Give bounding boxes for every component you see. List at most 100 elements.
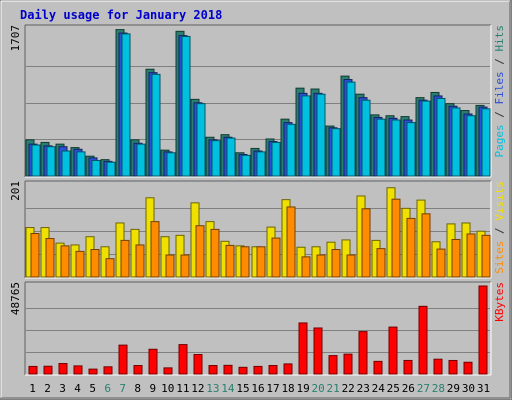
- bar-pages-day-9: [151, 73, 161, 177]
- bar-pages-day-27: [421, 100, 431, 177]
- x-tick-label: 22: [342, 382, 355, 395]
- series-legend: KBytes: [493, 282, 506, 322]
- legend-label: Hits: [493, 25, 506, 52]
- bar-sites-day-12: [195, 225, 205, 278]
- panel-background: [25, 282, 491, 375]
- bar-sites-day-29: [451, 238, 461, 278]
- chart-title: Daily usage for January 2018: [20, 8, 222, 22]
- bar-pages-day-18: [286, 123, 296, 177]
- bar-kbytes-day-29: [448, 359, 458, 375]
- bar-kbytes-day-15: [238, 366, 248, 375]
- bar-sites-day-2: [45, 238, 55, 278]
- legend-label: KBytes: [493, 282, 506, 322]
- x-axis-labels: 1 2 3 4 5 6 7 8 9 10 11 12 13 14 15 16 17 18 19 20 21 22 23 24 2…: [29, 382, 490, 395]
- y-max-label: 48765: [9, 282, 22, 315]
- bar-pages-day-13: [211, 140, 221, 177]
- bar-pages-day-7: [121, 33, 131, 177]
- panel-hits: 1707 Pages / Files / Hits: [9, 24, 506, 178]
- bar-sites-day-24: [376, 248, 386, 278]
- x-tick-label: 15: [236, 382, 249, 395]
- bar-kbytes-day-23: [358, 331, 368, 375]
- bar-kbytes-day-7: [118, 344, 128, 375]
- bar-kbytes-day-1: [28, 365, 38, 375]
- series-legend: Sites / Visits: [493, 181, 506, 274]
- bar-sites-day-5: [90, 249, 100, 278]
- y-max-label: 1707: [9, 25, 22, 52]
- bar-kbytes-day-22: [343, 353, 353, 375]
- x-tick-label: 19: [296, 382, 309, 395]
- x-tick-label: 26: [402, 382, 415, 395]
- bar-kbytes-day-8: [133, 365, 143, 375]
- bar-pages-day-22: [346, 81, 356, 177]
- bar-sites-day-31: [481, 234, 491, 278]
- bar-kbytes-day-18: [283, 363, 293, 375]
- x-tick-label: 11: [176, 382, 189, 395]
- bar-pages-day-3: [61, 150, 71, 177]
- bar-pages-day-26: [406, 122, 416, 177]
- bar-kbytes-day-10: [163, 367, 173, 375]
- bar-sites-day-27: [421, 213, 431, 278]
- legend-label: /: [493, 221, 506, 241]
- legend-label: /: [493, 105, 506, 125]
- bar-sites-day-6: [105, 258, 115, 278]
- x-tick-label: 29: [447, 382, 460, 395]
- x-tick-label: 13: [206, 382, 219, 395]
- bar-kbytes-day-27: [418, 305, 428, 375]
- bar-pages-day-1: [31, 144, 41, 177]
- bar-kbytes-day-2: [43, 365, 53, 375]
- bar-pages-day-21: [331, 128, 341, 177]
- bar-kbytes-day-28: [433, 358, 443, 375]
- bar-sites-day-26: [406, 217, 416, 278]
- bar-sites-day-15: [240, 246, 250, 278]
- x-tick-label: 6: [104, 382, 111, 395]
- bar-sites-day-4: [75, 250, 85, 278]
- bar-pages-day-12: [196, 103, 206, 177]
- x-tick-label: 16: [251, 382, 264, 395]
- x-tick-label: 3: [59, 382, 66, 395]
- bar-sites-day-14: [225, 244, 235, 278]
- bar-sites-day-17: [271, 237, 281, 278]
- bar-kbytes-day-17: [268, 365, 278, 375]
- bar-pages-day-17: [271, 141, 281, 177]
- bar-sites-day-7: [120, 239, 130, 278]
- x-tick-label: 2: [44, 382, 51, 395]
- bar-sites-day-16: [256, 246, 266, 278]
- bar-pages-day-10: [166, 152, 176, 177]
- bar-sites-day-9: [150, 221, 160, 278]
- bar-sites-day-1: [30, 233, 40, 278]
- bar-pages-day-16: [256, 151, 266, 177]
- bar-kbytes-day-6: [103, 366, 113, 375]
- x-tick-label: 7: [119, 382, 126, 395]
- x-tick-label: 31: [477, 382, 490, 395]
- bar-pages-day-14: [226, 137, 236, 177]
- bar-kbytes-day-16: [253, 365, 263, 375]
- bar-sites-day-28: [436, 248, 446, 278]
- bar-kbytes-day-21: [328, 355, 338, 375]
- bar-sites-day-13: [210, 228, 220, 278]
- bar-sites-day-25: [391, 198, 401, 278]
- x-tick-label: 25: [387, 382, 400, 395]
- x-tick-label: 17: [266, 382, 279, 395]
- bar-sites-day-23: [361, 208, 371, 278]
- x-tick-label: 9: [149, 382, 156, 395]
- bar-sites-day-10: [165, 254, 175, 278]
- x-tick-label: 12: [191, 382, 204, 395]
- bar-pages-day-20: [316, 93, 326, 177]
- legend-label: Sites: [493, 241, 506, 274]
- bar-pages-day-24: [376, 118, 386, 177]
- bar-pages-day-30: [466, 115, 476, 177]
- bar-kbytes-day-9: [148, 348, 158, 375]
- panel-kbytes: 48765 KBytes: [9, 281, 506, 376]
- bar-sites-day-30: [466, 233, 476, 278]
- legend-label: Visits: [493, 181, 506, 221]
- bar-kbytes-day-26: [403, 359, 413, 375]
- legend-label: Files: [493, 71, 506, 104]
- legend-label: /: [493, 52, 506, 72]
- y-max-label: 201: [9, 181, 22, 201]
- x-tick-label: 23: [357, 382, 370, 395]
- bar-pages-day-6: [106, 161, 116, 177]
- chart-panels: 1707 Pages / Files / Hits 201 Sites / Visit…: [9, 24, 506, 376]
- bar-pages-day-15: [241, 154, 251, 177]
- x-tick-label: 27: [417, 382, 430, 395]
